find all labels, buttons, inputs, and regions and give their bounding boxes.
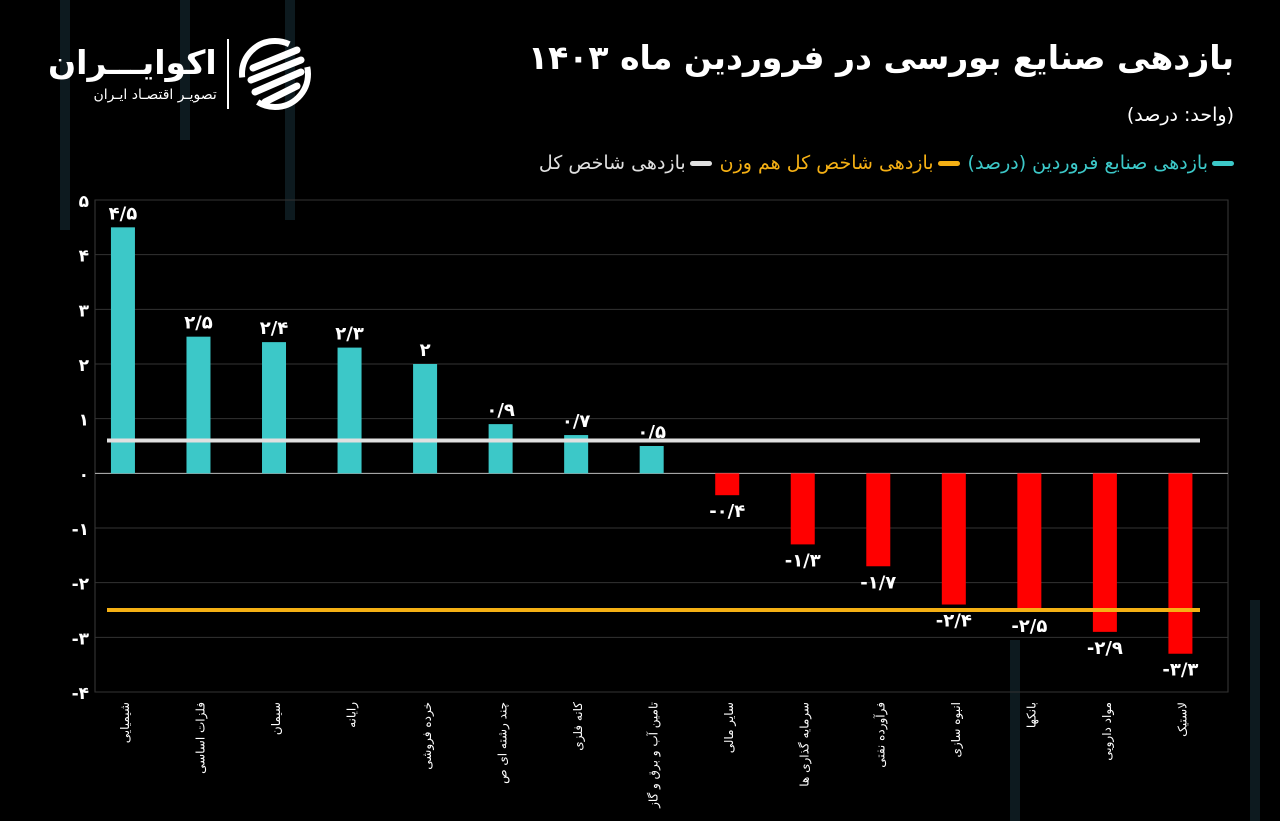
y-tick-label: ۳: [79, 301, 90, 321]
logo-name: اکوایـــران: [48, 42, 217, 82]
y-tick-label: -۳: [72, 629, 90, 649]
logo-divider: [226, 39, 229, 109]
legend-label: بازدهی صنایع فروردین (درصد): [967, 152, 1208, 174]
x-category-label: بانکها: [1024, 702, 1038, 728]
data-label: ۲/۴: [260, 318, 289, 339]
x-category-label: رایانه: [345, 702, 360, 728]
bar: [715, 473, 740, 496]
background-decoration: [285, 0, 295, 220]
chart-unit: (واحد: درصد): [1126, 104, 1234, 126]
bar: [1092, 473, 1117, 632]
logo-tagline: تصویـر اقتصـاد ایـران: [93, 86, 217, 103]
y-tick-label: ۲: [79, 356, 90, 376]
x-category-label: مواد دارویی: [1100, 702, 1115, 761]
data-label: ۰/۷: [562, 411, 591, 432]
legend-swatch: [1212, 160, 1234, 166]
brand-logo: اکوایـــران تصویـر اقتصـاد ایـران: [48, 38, 311, 110]
x-category-label: چند رشته ای ص: [496, 702, 511, 784]
legend-label: بازدهی شاخص کل هم وزن: [719, 152, 934, 174]
background-decoration: [1010, 640, 1020, 821]
bar: [639, 446, 664, 474]
x-category-label: لاستیک: [1175, 702, 1189, 737]
x-category-label: شیمیایی: [118, 702, 132, 743]
legend-item-total-index: بازدهی شاخص کل: [539, 152, 712, 174]
legend: بازدهی صنایع فروردین (درصد) بازدهی شاخص …: [539, 152, 1234, 174]
data-label: ۲/۵: [184, 313, 213, 334]
data-label: -۳/۳: [1162, 660, 1198, 681]
y-tick-label: ۵: [79, 192, 89, 212]
x-category-label: فلزات اساسی: [193, 702, 208, 774]
logo-mark-icon: [238, 38, 311, 110]
data-label: ۰/۵: [637, 422, 666, 443]
bar: [110, 227, 135, 474]
bar: [488, 424, 513, 474]
x-category-label: تامین آب و برق و گاز: [646, 702, 662, 809]
data-label: -۲/۴: [936, 611, 972, 632]
y-tick-label: -۲: [72, 575, 90, 595]
background-decoration: [60, 0, 70, 230]
data-label: -۰/۴: [709, 501, 745, 522]
data-label: ۴/۵: [109, 203, 138, 224]
background-decoration: [1250, 600, 1260, 821]
bar: [337, 347, 362, 474]
legend-swatch: [689, 160, 712, 166]
x-category-label: فرآورده نفتی: [872, 702, 888, 768]
legend-swatch: [937, 160, 960, 166]
background-decoration: [180, 0, 190, 140]
bar: [866, 473, 891, 567]
bar: [941, 473, 966, 605]
y-tick-label: -۴: [72, 684, 89, 704]
bar: [413, 364, 438, 474]
y-tick-label: -۱: [72, 520, 89, 540]
data-label: ۲: [420, 340, 431, 361]
legend-label: بازدهی شاخص کل: [538, 152, 686, 174]
data-label: ۲/۳: [335, 324, 364, 345]
x-category-label: سایر مالی: [722, 702, 737, 753]
x-category-label: سیمان: [269, 702, 283, 735]
x-category-label: سرمایه گذاری ها: [798, 702, 813, 787]
data-label: -۱/۳: [785, 550, 821, 571]
bar: [790, 473, 815, 545]
legend-item-equal-weight-index: بازدهی شاخص کل هم وزن: [720, 152, 960, 174]
bar: [1168, 473, 1193, 654]
chart-title: بازدهی صنایع بورسی در فروردین ماه ۱۴۰۳: [528, 38, 1234, 77]
x-category-label: خرده فروشی: [420, 702, 435, 770]
data-label: -۲/۹: [1087, 638, 1123, 659]
y-tick-label: ۰: [79, 465, 89, 485]
bar: [186, 336, 211, 474]
data-label: ۰/۹: [486, 400, 515, 421]
x-category-label: انبوه سازی: [949, 702, 964, 758]
bar: [1017, 473, 1042, 610]
bar: [262, 342, 287, 474]
y-tick-label: ۴: [79, 247, 89, 267]
legend-item-industries: بازدهی صنایع فروردین (درصد): [968, 152, 1234, 174]
x-category-label: کانه فلزی: [571, 702, 586, 751]
y-tick-label: ۱: [79, 411, 89, 431]
data-label: -۲/۵: [1011, 616, 1047, 637]
data-label: -۱/۷: [860, 572, 896, 593]
